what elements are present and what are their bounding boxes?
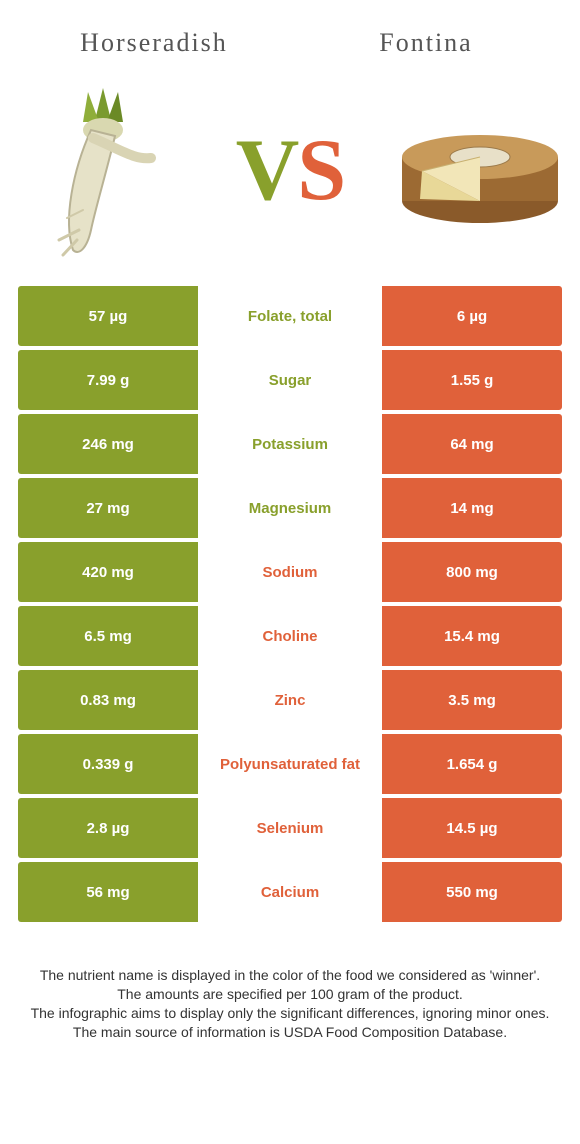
right-value-cell: 1.654 g [382,734,562,794]
disclaimer-line-4: The main source of information is USDA F… [26,1023,554,1042]
right-value-cell: 14.5 µg [382,798,562,858]
table-row: 0.83 mgZinc3.5 mg [18,670,562,730]
nutrient-label-cell: Sugar [198,350,382,410]
table-row: 420 mgSodium800 mg [18,542,562,602]
table-row: 7.99 gSugar1.55 g [18,350,562,410]
table-row: 2.8 µgSelenium14.5 µg [18,798,562,858]
header-titles: Horseradish Fontina [18,28,562,58]
nutrient-label-cell: Selenium [198,798,382,858]
right-value-cell: 1.55 g [382,350,562,410]
left-value-cell: 420 mg [18,542,198,602]
vs-s-letter: S [297,120,344,221]
left-value-cell: 0.339 g [18,734,198,794]
nutrient-label-cell: Zinc [198,670,382,730]
comparison-table: 57 µgFolate, total6 µg7.99 gSugar1.55 g2… [18,286,562,926]
disclaimer-line-1: The nutrient name is displayed in the co… [26,966,554,985]
vs-label: VS [236,120,345,221]
nutrient-label-cell: Sodium [198,542,382,602]
images-vs-row: VS [18,80,562,260]
disclaimer-text: The nutrient name is displayed in the co… [18,966,562,1042]
nutrient-label-cell: Choline [198,606,382,666]
left-value-cell: 246 mg [18,414,198,474]
nutrient-label-cell: Calcium [198,862,382,922]
nutrient-label-cell: Polyunsaturated fat [198,734,382,794]
infographic-container: Horseradish Fontina VS [0,0,580,1144]
disclaimer-line-3: The infographic aims to display only the… [26,1004,554,1023]
right-value-cell: 3.5 mg [382,670,562,730]
left-value-cell: 56 mg [18,862,198,922]
vs-v-letter: V [236,120,298,221]
right-value-cell: 14 mg [382,478,562,538]
table-row: 57 µgFolate, total6 µg [18,286,562,346]
table-row: 246 mgPotassium64 mg [18,414,562,474]
left-food-title: Horseradish [18,28,290,58]
horseradish-image [18,80,188,260]
table-row: 27 mgMagnesium14 mg [18,478,562,538]
cheese-icon [392,105,562,235]
right-value-cell: 6 µg [382,286,562,346]
nutrient-label-cell: Folate, total [198,286,382,346]
left-value-cell: 7.99 g [18,350,198,410]
fontina-image [392,80,562,260]
left-value-cell: 2.8 µg [18,798,198,858]
nutrient-label-cell: Magnesium [198,478,382,538]
disclaimer-line-2: The amounts are specified per 100 gram o… [26,985,554,1004]
right-value-cell: 64 mg [382,414,562,474]
table-row: 56 mgCalcium550 mg [18,862,562,922]
nutrient-label-cell: Potassium [198,414,382,474]
left-value-cell: 27 mg [18,478,198,538]
right-value-cell: 550 mg [382,862,562,922]
horseradish-icon [33,80,173,260]
right-value-cell: 15.4 mg [382,606,562,666]
left-value-cell: 6.5 mg [18,606,198,666]
table-row: 6.5 mgCholine15.4 mg [18,606,562,666]
table-row: 0.339 gPolyunsaturated fat1.654 g [18,734,562,794]
left-value-cell: 0.83 mg [18,670,198,730]
right-value-cell: 800 mg [382,542,562,602]
left-value-cell: 57 µg [18,286,198,346]
right-food-title: Fontina [290,28,562,58]
